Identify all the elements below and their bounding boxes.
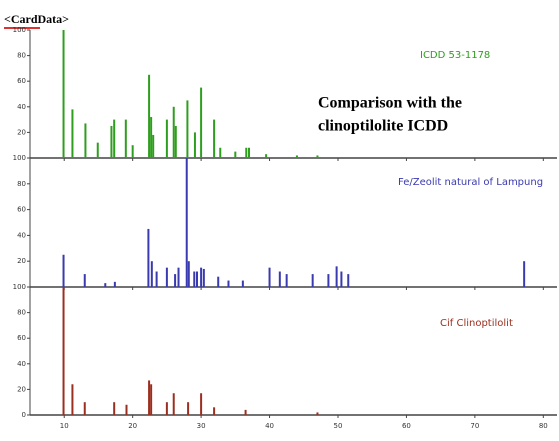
peak (165, 119, 168, 158)
y-tick-label: 40 (17, 231, 26, 239)
peak (113, 402, 116, 415)
peak (213, 407, 216, 415)
peak (278, 271, 281, 287)
peak (104, 283, 107, 287)
x-tick-label: 60 (402, 422, 411, 430)
y-tick-label: 80 (17, 52, 26, 60)
series-label: Fe/Zeolit natural of Lampung (398, 177, 543, 188)
x-tick-label: 50 (334, 422, 343, 430)
peak (62, 30, 65, 158)
peak (147, 228, 150, 287)
peak (248, 147, 251, 158)
peak (244, 409, 247, 415)
peak (172, 393, 175, 415)
x-tick-label: 70 (470, 422, 479, 430)
peak (172, 106, 175, 158)
peak (219, 147, 222, 158)
peak (327, 274, 330, 287)
peak (96, 142, 99, 158)
x-tick-label: 30 (197, 422, 206, 430)
peak (234, 151, 237, 158)
peak (150, 117, 153, 158)
peak (177, 267, 180, 287)
peak (523, 261, 526, 287)
peak (150, 261, 153, 287)
x-tick-label: 20 (128, 422, 137, 430)
peak (285, 274, 288, 287)
peak (83, 274, 86, 287)
y-tick-label: 40 (17, 360, 26, 368)
peak (71, 109, 74, 158)
peak (200, 87, 203, 158)
peak (311, 274, 314, 287)
peak (150, 384, 153, 415)
peak (152, 134, 155, 158)
peak (295, 155, 298, 158)
peak (185, 158, 188, 287)
series-label: ICDD 53-1178 (420, 50, 490, 61)
note-line: clinoptilolite ICDD (318, 118, 448, 135)
y-tick-label: 100 (13, 26, 26, 34)
peak (174, 274, 177, 287)
x-tick-label: 80 (539, 422, 548, 430)
y-tick-label: 40 (17, 103, 26, 111)
peak (335, 266, 338, 287)
y-tick-label: 20 (17, 385, 26, 393)
peak (83, 402, 86, 415)
x-tick-label: 10 (60, 422, 69, 430)
y-tick-label: 80 (17, 309, 26, 317)
y-tick-label: 20 (17, 257, 26, 265)
peak (187, 261, 190, 287)
peak (213, 119, 216, 158)
peak (200, 393, 203, 415)
y-tick-label: 100 (13, 283, 26, 291)
peak (62, 254, 65, 287)
peak (241, 280, 244, 287)
peak (268, 267, 271, 287)
peak (84, 123, 87, 158)
peak (131, 145, 134, 158)
peak (148, 380, 151, 415)
peak (165, 267, 168, 287)
peak (113, 119, 116, 158)
y-tick-label: 0 (22, 411, 26, 419)
peak (245, 147, 248, 158)
peak (316, 412, 319, 415)
peak (200, 267, 203, 287)
y-tick-label: 60 (17, 206, 26, 214)
y-tick-label: 20 (17, 128, 26, 136)
peak (217, 276, 220, 287)
x-tick-label: 40 (265, 422, 274, 430)
peak (148, 74, 151, 158)
peak (195, 271, 198, 287)
peak (316, 155, 319, 158)
header: <CardData> (4, 12, 69, 26)
peak (227, 280, 230, 287)
peak (71, 384, 74, 415)
peak (124, 119, 127, 158)
peak (110, 126, 113, 158)
peak (187, 402, 190, 415)
peak (340, 271, 343, 287)
peak (202, 268, 205, 287)
peak (193, 132, 196, 158)
peak (265, 154, 268, 158)
series-label: Cif Clinoptilolit (440, 318, 513, 329)
peak (186, 100, 189, 158)
y-tick-label: 60 (17, 334, 26, 342)
peak (125, 404, 128, 415)
peak (174, 126, 177, 158)
peak (113, 281, 116, 287)
peak (193, 271, 196, 287)
peak (62, 287, 65, 415)
peak (347, 274, 350, 287)
y-tick-label: 80 (17, 180, 26, 188)
peak (165, 402, 168, 415)
y-tick-label: 100 (13, 154, 26, 162)
note-line: Comparison with the (318, 95, 462, 112)
peak (155, 271, 158, 287)
y-tick-label: 60 (17, 77, 26, 85)
